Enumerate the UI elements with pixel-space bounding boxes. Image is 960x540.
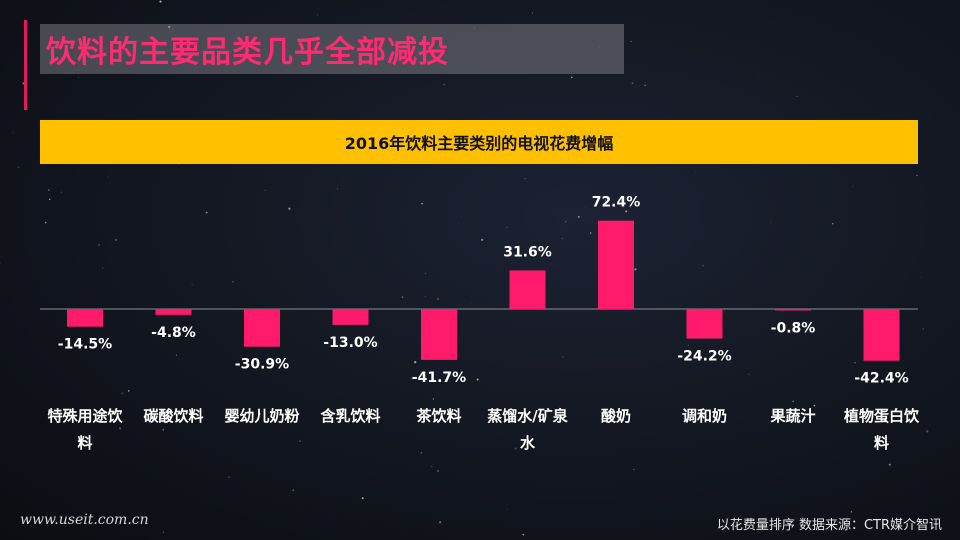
bar-3 bbox=[332, 309, 369, 325]
bar-1 bbox=[155, 309, 192, 315]
category-label-4: 茶饮料 bbox=[416, 407, 461, 425]
category-label-5: 蒸馏水/矿泉水 bbox=[487, 407, 568, 452]
footer-source: 以花费量排序 数据来源：CTR媒介智讯 bbox=[716, 518, 942, 533]
footer-website: www.useit.com.cn bbox=[20, 512, 149, 528]
category-label-3: 含乳饮料 bbox=[320, 407, 380, 425]
data-label-9: -42.4% bbox=[854, 371, 908, 387]
data-label-7: -24.2% bbox=[677, 349, 731, 365]
data-label-8: -0.8% bbox=[771, 321, 816, 337]
category-label-7: 调和奶 bbox=[682, 407, 727, 425]
category-label-6: 酸奶 bbox=[601, 407, 631, 425]
data-label-6: 72.4% bbox=[592, 195, 641, 211]
bar-0 bbox=[67, 309, 103, 327]
bar-8 bbox=[775, 309, 811, 311]
data-label-2: -30.9% bbox=[235, 357, 289, 373]
data-label-0: -14.5% bbox=[58, 337, 112, 353]
category-label-0: 特殊用途饮料 bbox=[47, 407, 123, 452]
bar-9 bbox=[863, 309, 900, 361]
page-title: 饮料的主要品类几乎全部减投 bbox=[46, 35, 449, 70]
category-label-1: 碳酸饮料 bbox=[143, 407, 203, 425]
category-label-9: 植物蛋白饮料 bbox=[844, 407, 920, 452]
bar-4 bbox=[421, 309, 457, 360]
data-label-3: -13.0% bbox=[323, 335, 377, 351]
chart-title: 2016年饮料主要类别的电视花费增幅 bbox=[344, 134, 614, 153]
category-label-2: 婴幼儿奶粉 bbox=[224, 407, 299, 425]
title-box: 饮料的主要品类几乎全部减投 bbox=[40, 24, 624, 74]
bar-5 bbox=[509, 270, 546, 309]
bar-7 bbox=[686, 309, 723, 339]
title-accent-line bbox=[24, 20, 27, 110]
category-label-8: 果蔬汁 bbox=[769, 407, 815, 425]
bar-2 bbox=[244, 309, 280, 347]
bar-6 bbox=[598, 220, 634, 309]
data-label-1: -4.8% bbox=[151, 325, 196, 341]
chart-title-banner: 2016年饮料主要类别的电视花费增幅 bbox=[40, 120, 918, 164]
data-label-4: -41.7% bbox=[412, 370, 466, 386]
data-label-5: 31.6% bbox=[503, 244, 552, 260]
